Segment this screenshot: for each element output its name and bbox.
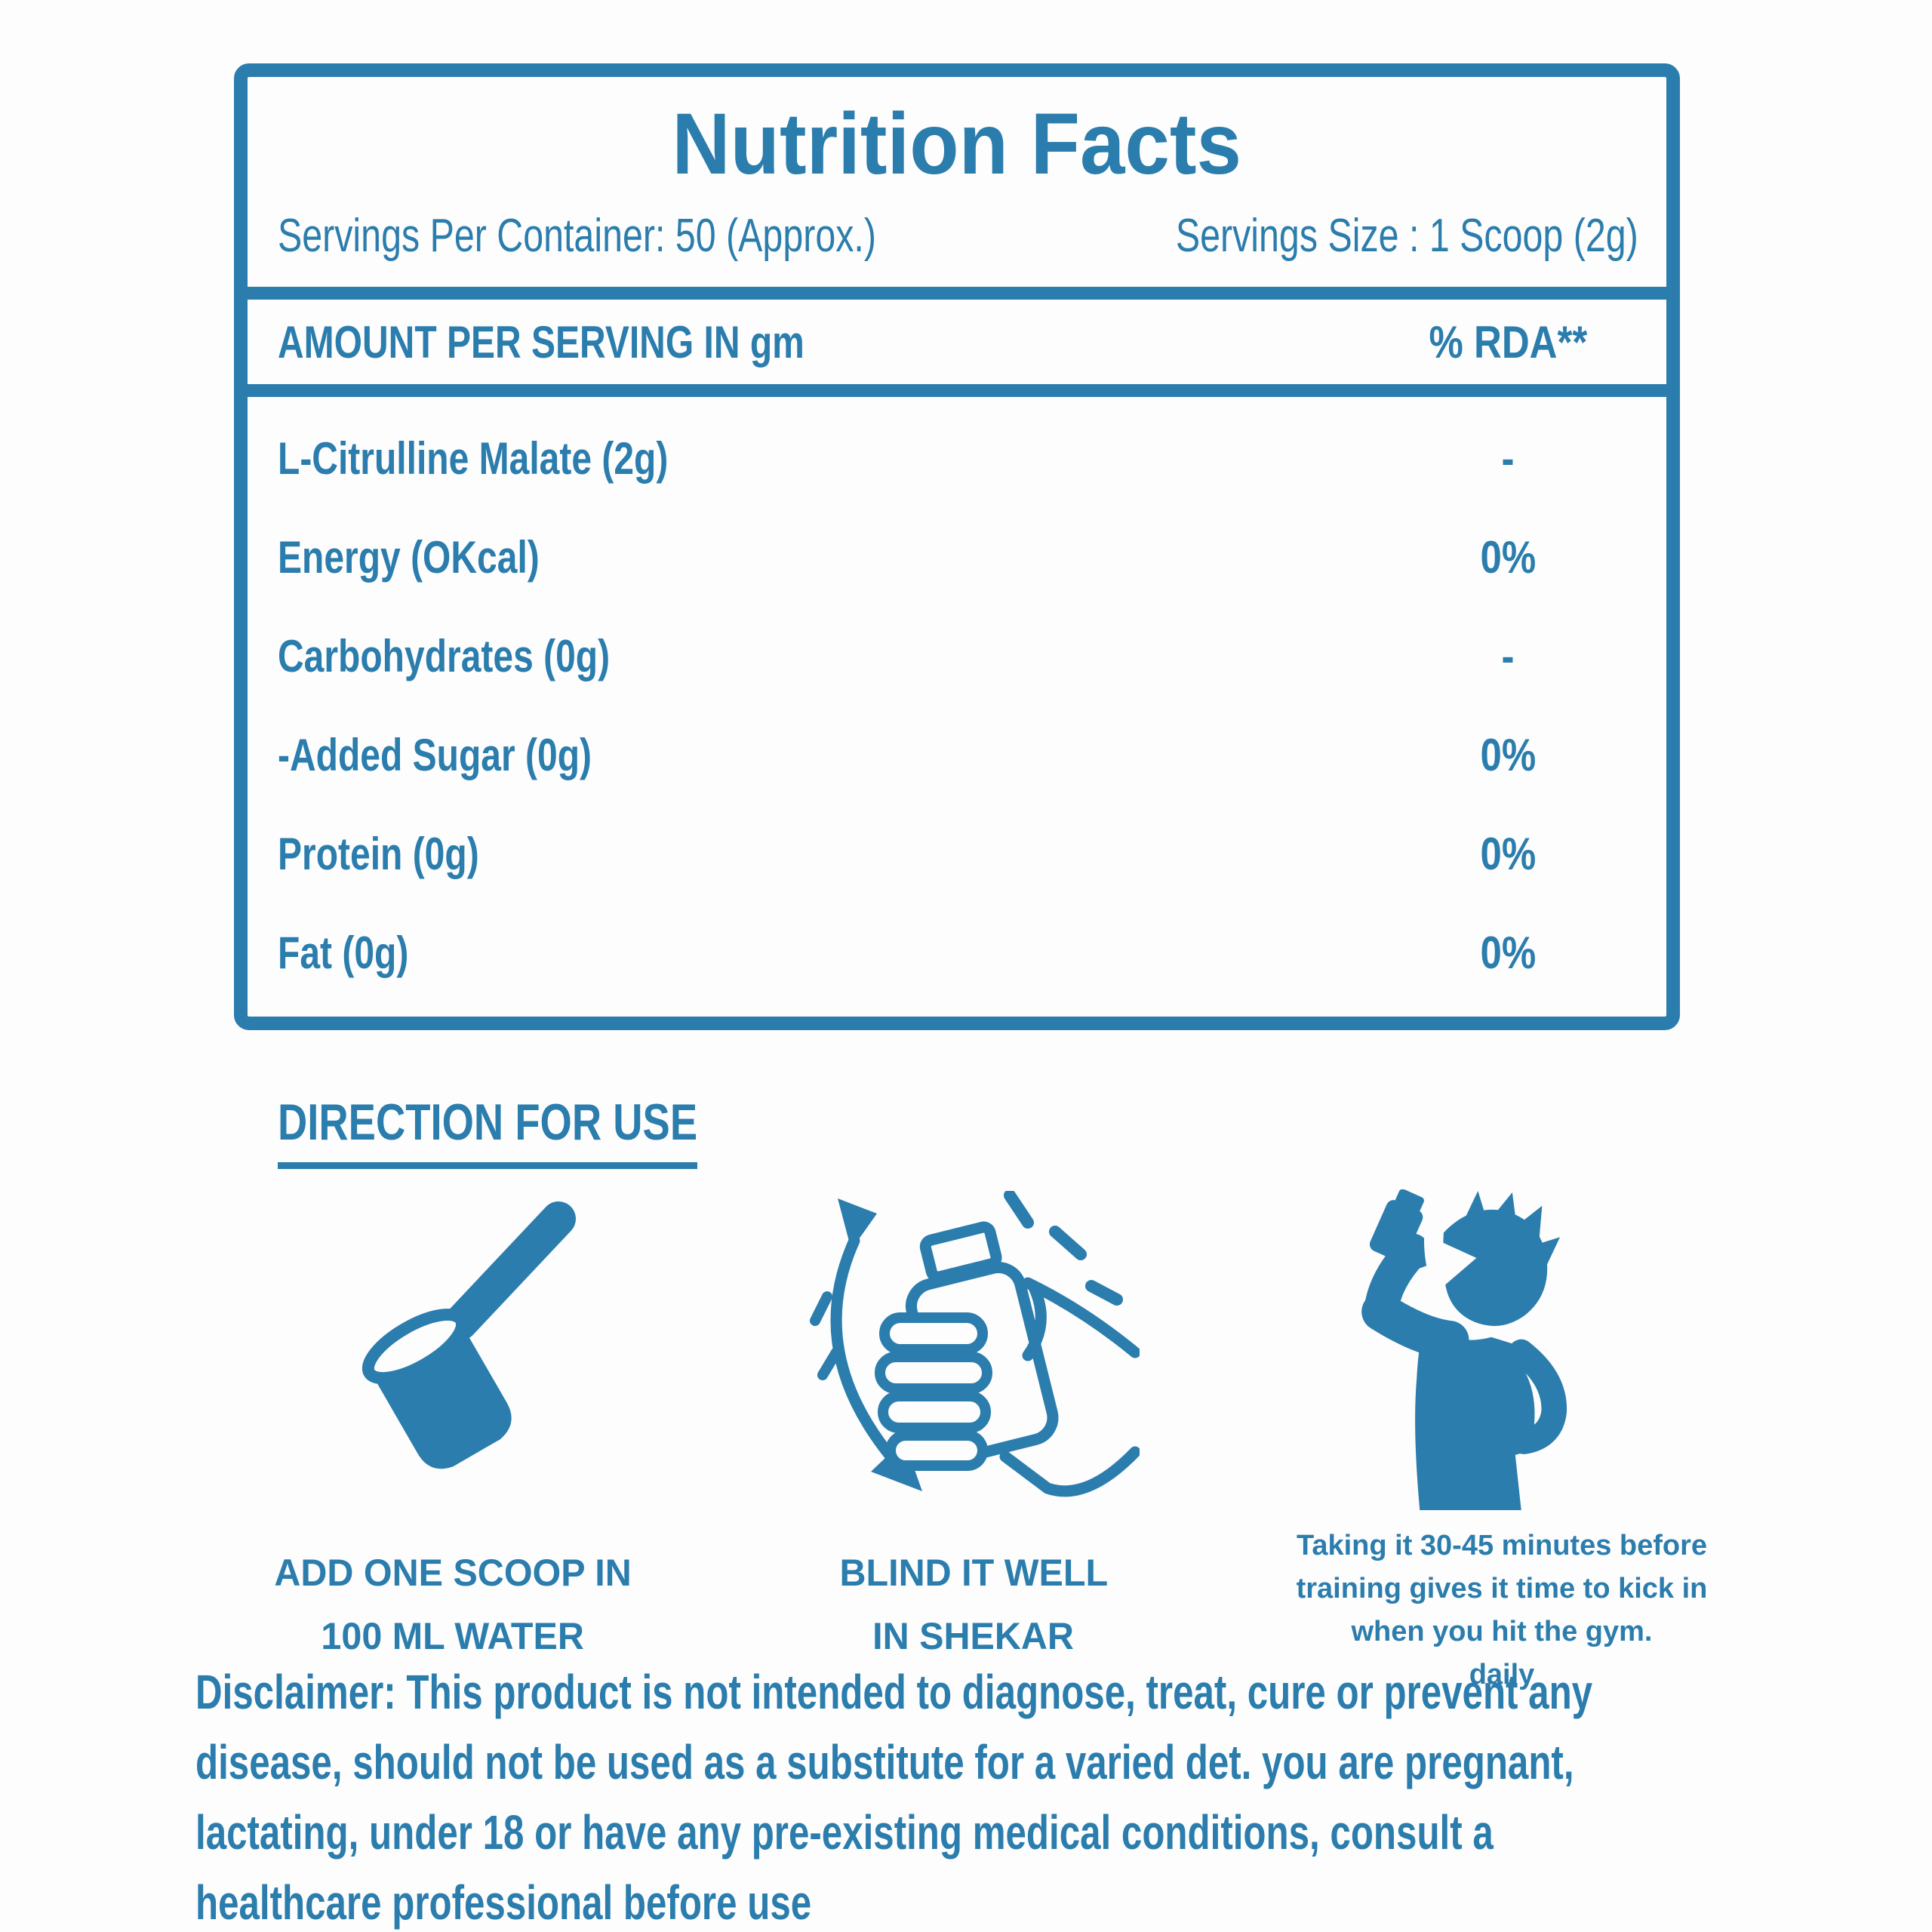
table-row: Protein (0g) 0% [248,804,1666,903]
servings-row: Servings Per Container: 50 (Approx.) Ser… [248,209,1666,262]
nutrient-value: 0% [1480,730,1536,780]
step-caption: ADD ONE SCOOP IN 100 ML WATER [274,1552,632,1657]
step-blend-shaker: BLIND IT WELL IN SHEKAR [740,1186,1208,1668]
table-row: -Added Sugar (0g) 0% [248,706,1666,804]
header-amount: AMOUNT PER SERVING IN gm [278,316,804,368]
header-rda: % RDA** [1429,316,1587,368]
table-header: AMOUNT PER SERVING IN gm % RDA** [248,300,1666,384]
step-caption: Taking it 30-45 minutes before training … [1296,1530,1708,1690]
shaker-icon [808,1186,1140,1512]
disclaimer-text: Disclaimer: This product is not intended… [195,1665,1593,1930]
step-add-scoop: ADD ONE SCOOP IN 100 ML WATER [219,1186,687,1668]
nutrient-label: Carbohydrates (0g) [278,631,611,681]
nutrient-value: 0% [1480,928,1536,978]
table-row: Fat (0g) 0% [248,903,1666,1002]
nutrient-label: Fat (0g) [278,928,409,978]
direction-steps: ADD ONE SCOOP IN 100 ML WATER [0,1186,1932,1715]
directions-heading: DIRECTION FOR USE [278,1093,802,1169]
table-row: L-Citrulline Malate (2g) - [248,409,1666,508]
step-drink-timing: Taking it 30-45 minutes before training … [1245,1186,1758,1697]
divider [248,287,1666,300]
nutrition-facts-panel: Nutrition Facts Servings Per Container: … [234,63,1680,1030]
serving-size: Servings Size : 1 Scoop (2g) [1175,209,1638,262]
step-caption: BLIND IT WELL IN SHEKAR [839,1552,1108,1657]
nutrient-value: - [1501,433,1515,484]
servings-per-container: Servings Per Container: 50 (Approx.) [278,209,876,262]
nutrient-rows: L-Citrulline Malate (2g) - Energy (OKcal… [248,409,1666,1002]
drinking-person-icon [1336,1186,1668,1512]
table-row: Carbohydrates (0g) - [248,607,1666,706]
divider [248,384,1666,397]
table-row: Energy (OKcal) 0% [248,508,1666,607]
nutrient-value: 0% [1480,829,1536,879]
scoop-icon [325,1186,581,1512]
nutrient-label: Protein (0g) [278,829,479,879]
nutrition-facts-title: Nutrition Facts [672,96,1242,192]
nutrient-label: L-Citrulline Malate (2g) [278,433,669,484]
nutrient-label: Energy (OKcal) [278,532,540,583]
nutrient-value: - [1501,631,1515,681]
nutrient-label: -Added Sugar (0g) [278,730,592,780]
nutrient-value: 0% [1480,532,1536,583]
